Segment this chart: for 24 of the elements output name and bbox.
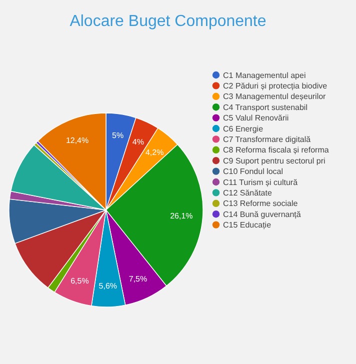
chart-title: Alocare Buget Componente <box>70 13 266 30</box>
data-label: 7,5% <box>128 274 148 284</box>
legend-label: C5 Valul Renovării <box>223 114 289 123</box>
legend-label: C1 Managementul apei <box>223 70 306 80</box>
legend-label: C2 Păduri și protecția biodive <box>223 82 328 90</box>
legend-label: C4 Transport sustenabil <box>223 102 308 112</box>
data-label: 5% <box>112 131 124 140</box>
legend-label: C7 Transformare digitală <box>223 135 312 144</box>
legend-label: C15 Educație <box>223 220 272 230</box>
data-label: 6,5% <box>70 276 89 286</box>
legend-label: C9 Suport pentru sectorul pri <box>223 156 326 166</box>
legend-label: C14 Bună guvernanță <box>223 210 302 219</box>
data-label: 5,6% <box>98 281 118 290</box>
legend-label: C11 Turism și cultură <box>223 178 298 187</box>
data-label: 4% <box>132 137 144 146</box>
legend-label: C10 Fondul local <box>223 167 284 176</box>
legend-label: C13 Reforme sociale <box>223 199 298 208</box>
legend-label: C8 Reforma fiscala și reforma <box>223 146 330 155</box>
legend-label: C12 Sănătate <box>223 188 272 198</box>
data-label: 4,2% <box>145 148 164 157</box>
legend-label: C3 Managementul deșeurilor <box>223 92 326 102</box>
data-label: 12,4% <box>66 136 89 145</box>
data-label: 26,1% <box>170 212 193 221</box>
legend-label: C6 Energie <box>223 124 264 134</box>
